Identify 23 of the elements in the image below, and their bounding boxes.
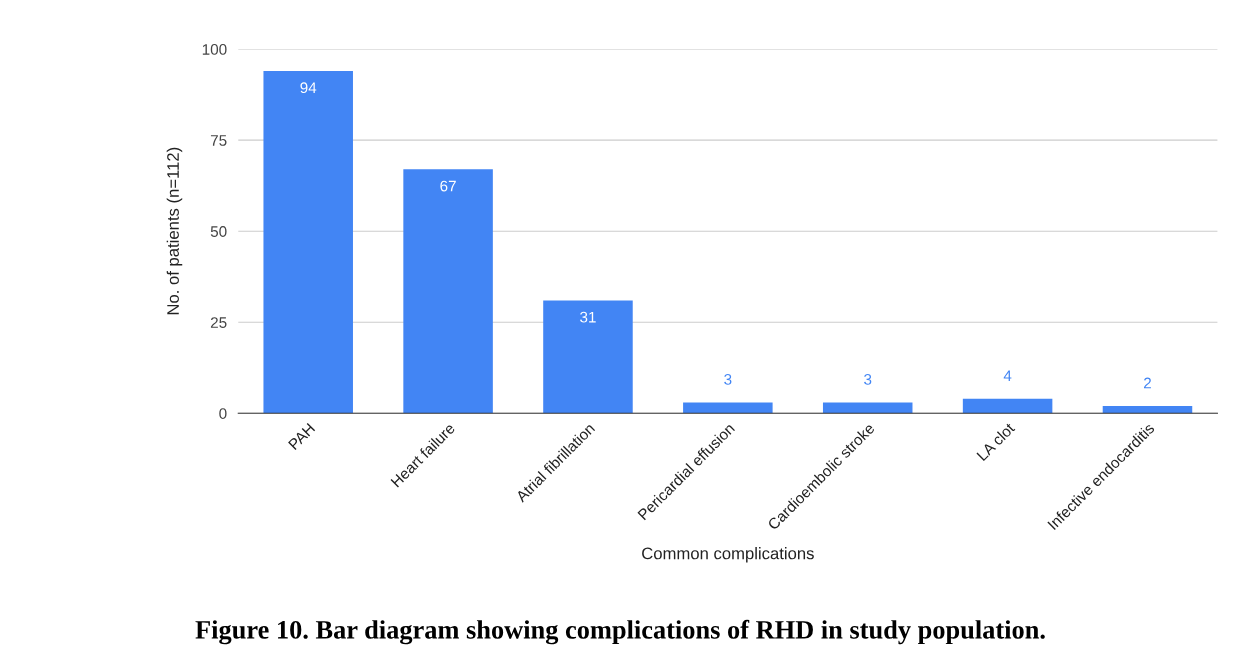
data-label: 3	[724, 373, 732, 385]
x-axis-title: Common complications	[642, 547, 814, 563]
y-tick-label: 75	[210, 135, 227, 146]
data-label: 67	[440, 180, 456, 192]
caption: Figure 10. Bar diagram showing complications of RHD in study population.	[195, 619, 1045, 645]
data-label: 94	[300, 82, 317, 94]
y-tick-label: 25	[210, 317, 227, 328]
bar	[683, 402, 773, 414]
bar	[822, 402, 913, 414]
data-label: 3	[864, 373, 872, 385]
data-label: 4	[1003, 370, 1012, 381]
bar	[403, 169, 493, 414]
bar	[543, 300, 633, 414]
data-label: 31	[580, 311, 596, 323]
x-tick-label: LA clot	[976, 421, 1016, 462]
bar	[962, 398, 1053, 414]
bar	[1102, 406, 1193, 414]
y-tick-label: 100	[202, 43, 227, 55]
y-tick-label: 0	[219, 408, 227, 419]
y-axis-title: No. of patients (n=112)	[166, 147, 183, 315]
data-label: 2	[1144, 377, 1151, 389]
bar	[263, 70, 353, 414]
y-tick-label: 50	[210, 226, 227, 237]
